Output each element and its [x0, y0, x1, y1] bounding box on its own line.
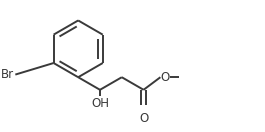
- Text: Br: Br: [1, 68, 15, 81]
- Text: O: O: [139, 112, 148, 125]
- Text: O: O: [161, 71, 170, 84]
- Text: OH: OH: [91, 97, 109, 110]
